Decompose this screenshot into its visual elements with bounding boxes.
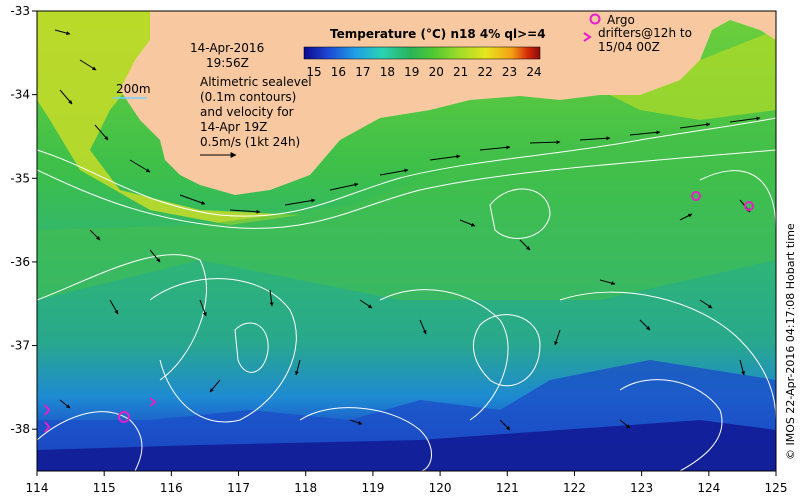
y-tick-label: -34 <box>10 88 30 102</box>
map-date: 14-Apr-2016 <box>190 41 264 55</box>
map-time: 19:56Z <box>206 56 249 70</box>
x-tick-label: 118 <box>294 481 317 495</box>
svg-text:15/04 00Z: 15/04 00Z <box>598 40 660 54</box>
map-plot-area <box>37 11 776 471</box>
y-axis: -33 -34 -35 -36 -37 -38 <box>10 4 37 436</box>
colorbar-tick-label: 19 <box>404 65 419 79</box>
colorbar-tick-label: 18 <box>380 65 395 79</box>
x-tick-label: 117 <box>227 481 250 495</box>
x-tick-label: 114 <box>26 481 49 495</box>
argo-legend: Argo drifters@12h to 15/04 00Z <box>583 13 692 54</box>
green-band <box>37 120 776 300</box>
colorbar-tick-label: 17 <box>355 65 370 79</box>
y-tick-label: -37 <box>10 339 30 353</box>
x-tick-label: 120 <box>429 481 452 495</box>
svg-text:drifters@12h to: drifters@12h to <box>598 26 692 40</box>
colorbar-tick-label: 15 <box>306 65 321 79</box>
svg-text:(0.1m contours): (0.1m contours) <box>200 90 296 104</box>
temperature-colorbar: Temperature (°C) n18 4% ql>=4 15 16 17 18 19… <box>303 27 546 79</box>
colorbar-tick-label: 21 <box>453 65 468 79</box>
map-frame <box>36 10 777 472</box>
x-tick-label: 121 <box>496 481 519 495</box>
argo-float-markers <box>44 191 754 433</box>
sealevel-note: Altimetric sealevel (0.1m contours) and … <box>200 75 312 158</box>
colorbar-ticks: 15 16 17 18 19 20 21 22 23 24 <box>306 65 541 79</box>
x-tick-label: 123 <box>630 481 653 495</box>
svg-text:and velocity for: and velocity for <box>200 105 294 119</box>
colorbar-tick-label: 23 <box>502 65 517 79</box>
colorbar-tick-label: 20 <box>429 65 444 79</box>
cold-water-deep <box>37 420 776 471</box>
warm-coastal-water-west <box>37 11 300 225</box>
x-tick-label: 119 <box>361 481 384 495</box>
x-tick-label: 115 <box>93 481 116 495</box>
x-tick-label: 122 <box>563 481 586 495</box>
y-tick-label: -38 <box>10 422 30 436</box>
sealevel-contours <box>37 117 776 471</box>
warm-coastal-water-east <box>600 30 776 120</box>
x-tick-label: 125 <box>765 481 788 495</box>
y-tick-label: -35 <box>10 171 30 185</box>
y-tick-label: -33 <box>10 4 30 18</box>
x-tick-label: 116 <box>160 481 183 495</box>
velocity-vectors <box>54 29 761 431</box>
colorbar-tick-label: 24 <box>526 65 541 79</box>
svg-text:Argo: Argo <box>607 13 635 27</box>
x-axis: 114 115 116 117 118 119 120 121 122 123 124 125 <box>26 471 788 495</box>
imos-credit: © IMOS 22-Apr-2016 04:17:08 Hobart time <box>784 223 797 460</box>
svg-text:14-Apr 19Z: 14-Apr 19Z <box>200 120 267 134</box>
drifter-legend-symbol <box>583 32 592 42</box>
land-mass-australia <box>120 11 776 195</box>
svg-text:Temperature (°C) n18 4% ql>=4: Temperature (°C) n18 4% ql>=4 <box>330 27 546 41</box>
y-tick-label: -36 <box>10 255 30 269</box>
x-tick-label: 124 <box>697 481 720 495</box>
scale-label: 200m <box>116 82 151 96</box>
colorbar-tick-label: 16 <box>331 65 346 79</box>
colorbar-gradient <box>303 46 541 60</box>
argo-legend-symbol <box>589 13 601 25</box>
colorbar-tick-label: 22 <box>477 65 492 79</box>
svg-text:0.5m/s (1kt 24h): 0.5m/s (1kt 24h) <box>200 135 300 149</box>
svg-text:Altimetric sealevel: Altimetric sealevel <box>200 75 312 89</box>
